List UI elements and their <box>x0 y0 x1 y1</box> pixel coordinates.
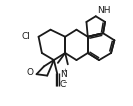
Text: N: N <box>60 70 67 79</box>
Text: +: + <box>63 68 67 73</box>
Text: C: C <box>60 80 66 89</box>
Text: NH: NH <box>97 6 111 15</box>
Text: O: O <box>26 68 33 77</box>
Text: −: − <box>63 80 67 84</box>
Text: Cl: Cl <box>22 32 31 41</box>
